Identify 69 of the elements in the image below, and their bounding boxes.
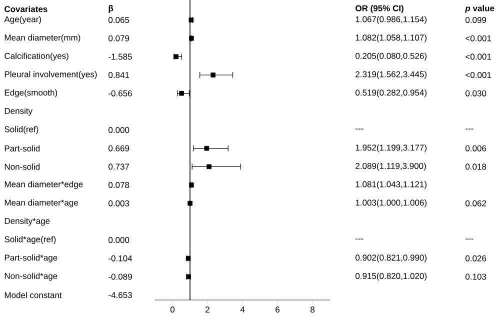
data-label: 2.089(1.119,3.900) xyxy=(356,162,426,171)
y-tick-label: Non-solid xyxy=(4,164,40,170)
text: -0.089 xyxy=(108,274,132,280)
text: 0.030 xyxy=(466,90,486,96)
y-tick-label: Age(year) xyxy=(4,16,41,24)
y-tick-label: Solid*age(ref) xyxy=(4,236,56,244)
text: β xyxy=(108,5,114,13)
text: -4.653 xyxy=(108,292,132,298)
point xyxy=(204,146,210,151)
text: --- xyxy=(466,238,474,240)
y-tick-label: Density xyxy=(4,108,33,116)
text: <0.001 xyxy=(466,72,492,78)
text: 0.006 xyxy=(466,145,486,152)
text: 0.669 xyxy=(108,145,130,152)
text: -0.104 xyxy=(108,255,132,262)
text: 0.099 xyxy=(466,16,486,23)
text: OR (95% CI) xyxy=(356,5,404,13)
text: 0.018 xyxy=(466,164,486,170)
y-tick-label: Non-solid*age xyxy=(4,272,58,281)
text: --- xyxy=(356,128,364,130)
text: --- xyxy=(356,238,364,240)
data-label: 2.319(1.562,3.445) xyxy=(356,71,426,79)
y-axis-title: Covariates xyxy=(4,6,48,12)
x-tick-label: 8 xyxy=(310,306,314,313)
point xyxy=(210,72,216,78)
text: p value xyxy=(465,5,494,13)
y-tick-label: Edge(smooth) xyxy=(4,89,58,98)
data-label: 1.003(1.000,1.006) xyxy=(356,199,426,208)
data-label: 1.082(1.058,1.107) xyxy=(356,34,426,42)
text: 0.065 xyxy=(108,16,130,23)
point xyxy=(179,90,184,96)
text: 0.079 xyxy=(108,35,130,42)
text: 0.000 xyxy=(108,237,130,244)
point xyxy=(174,54,178,60)
y-tick-label: Model constant xyxy=(4,292,62,298)
y-tick-label: Part-solid xyxy=(4,145,40,152)
text: 0.841 xyxy=(108,72,130,78)
point xyxy=(206,164,212,170)
x-tick-label: 2 xyxy=(206,306,210,312)
text: -0.656 xyxy=(108,90,132,96)
y-tick-label: Calcification(yes) xyxy=(4,52,68,61)
y-tick-label: Pleural involvement(yes) xyxy=(4,71,97,79)
text: --- xyxy=(466,128,474,130)
data-label: 1.081(1.043,1.121) xyxy=(356,181,426,189)
x-tick-label: 4 xyxy=(240,306,245,312)
data-label: 0.205(0.080,0.526) xyxy=(356,52,426,61)
text: 0.026 xyxy=(466,255,486,262)
data-label: 0.915(0.820,1.020) xyxy=(356,272,426,281)
x-tick-label: 0 xyxy=(170,306,175,313)
x-tick-label: 6 xyxy=(276,306,280,313)
text: 0.103 xyxy=(466,274,486,280)
text: 0.737 xyxy=(108,164,130,170)
y-tick-label: Density*age xyxy=(4,218,50,226)
y-tick-label: Mean diameter*age xyxy=(4,199,78,208)
text: <0.001 xyxy=(466,35,492,42)
data-label: 1.067(0.986,1.154) xyxy=(356,16,426,24)
text: <0.001 xyxy=(466,54,492,60)
data-label: 0.902(0.821,0.990) xyxy=(356,254,426,262)
text: 0.062 xyxy=(466,200,486,206)
y-tick-label: Mean diameter(mm) xyxy=(4,34,80,42)
data-label: 0.519(0.282,0.954) xyxy=(356,89,426,98)
text: 0.000 xyxy=(108,127,130,134)
data-label: 1.952(1.199,3.177) xyxy=(356,144,426,152)
text: -1.585 xyxy=(108,54,132,60)
y-tick-label: Mean diameter*edge xyxy=(4,181,83,189)
y-tick-label: Solid(ref) xyxy=(4,126,38,134)
y-tick-label: Part-solid*age xyxy=(4,254,58,262)
text: 0.003 xyxy=(108,200,130,206)
text: 0.078 xyxy=(108,182,130,188)
